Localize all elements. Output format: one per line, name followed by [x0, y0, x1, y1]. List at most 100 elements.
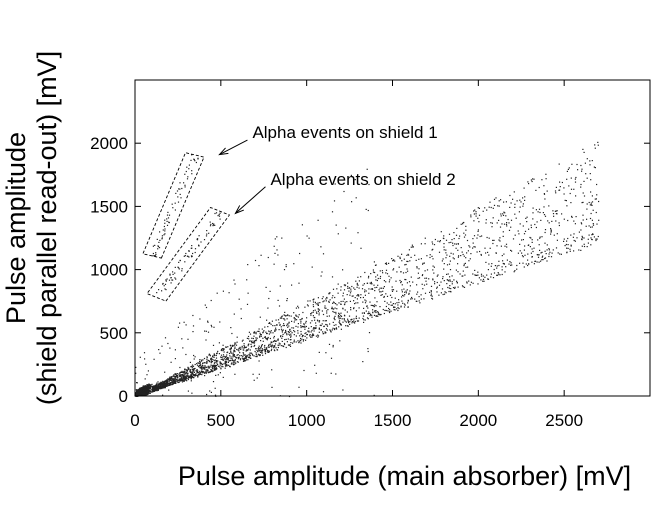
- scatter-point: [295, 314, 297, 316]
- scatter-point: [309, 334, 311, 336]
- scatter-point: [447, 273, 449, 275]
- scatter-point: [394, 306, 396, 308]
- scatter-point: [194, 363, 196, 366]
- scatter-point: [524, 254, 526, 256]
- scatter-point: [463, 265, 465, 267]
- scatter-point: [259, 354, 261, 356]
- scatter-point: [443, 246, 445, 248]
- scatter-point: [449, 279, 451, 281]
- scatter-point: [343, 289, 346, 291]
- scatter-point: [353, 300, 355, 302]
- scatter-point: [306, 317, 308, 319]
- scatter-point: [167, 379, 169, 381]
- scatter-point: [177, 379, 179, 382]
- scatter-point: [147, 384, 149, 386]
- scatter-point: [239, 358, 241, 360]
- scatter-point: [164, 380, 166, 382]
- scatter-point: [522, 203, 524, 205]
- scatter-point: [142, 389, 144, 391]
- scatter-point: [265, 348, 267, 350]
- scatter-point: [371, 314, 373, 316]
- scatter-point: [566, 205, 568, 207]
- scatter-point: [166, 383, 168, 386]
- scatter-point: [196, 374, 198, 376]
- scatter-point: [230, 352, 232, 354]
- scatter-point: [156, 385, 158, 388]
- scatter-point: [180, 380, 182, 382]
- scatter-point: [440, 281, 442, 283]
- scatter-point: [541, 259, 543, 261]
- scatter-point: [510, 202, 512, 204]
- scatter-point: [166, 380, 168, 382]
- scatter-point: [197, 365, 200, 367]
- scatter-point: [310, 313, 312, 315]
- scatter-point: [509, 194, 511, 197]
- scatter-point: [310, 314, 312, 316]
- scatter-point: [434, 238, 436, 241]
- scatter-point: [581, 237, 584, 239]
- scatter-point: [274, 325, 276, 327]
- scatter-point: [443, 263, 445, 265]
- scatter-point: [408, 292, 410, 294]
- scatter-point: [146, 386, 148, 388]
- scatter-point: [412, 281, 414, 283]
- scatter-point: [193, 377, 195, 379]
- scatter-point: [552, 213, 555, 215]
- scatter-point: [226, 357, 228, 359]
- scatter-point: [294, 318, 296, 320]
- scatter-point: [295, 307, 297, 309]
- scatter-point: [470, 216, 472, 218]
- scatter-point: [344, 320, 346, 322]
- scatter-point: [546, 244, 548, 246]
- scatter-point: [247, 349, 249, 351]
- scatter-point: [270, 323, 272, 325]
- scatter-point: [502, 260, 504, 262]
- scatter-point: [350, 288, 352, 290]
- scatter-point: [522, 205, 524, 207]
- scatter-point: [486, 274, 488, 276]
- scatter-point: [502, 214, 505, 216]
- scatter-point: [212, 355, 214, 357]
- scatter-point: [389, 309, 391, 311]
- scatter-point: [181, 376, 183, 379]
- scatter-point: [374, 271, 376, 274]
- scatter-point: [422, 262, 424, 264]
- scatter-point: [260, 334, 262, 336]
- scatter-point: [570, 177, 572, 179]
- scatter-point: [377, 284, 379, 286]
- scatter-point: [500, 245, 502, 247]
- scatter-point: [374, 304, 376, 306]
- scatter-point: [338, 302, 340, 304]
- scatter-point: [378, 289, 380, 291]
- scatter-point: [141, 392, 143, 394]
- scatter-point: [312, 310, 315, 312]
- scatter-point: [326, 296, 328, 299]
- scatter-point: [198, 362, 200, 364]
- scatter-point: [468, 260, 470, 262]
- scatter-point: [545, 173, 547, 175]
- scatter-point: [187, 372, 189, 374]
- scatter-point: [519, 199, 521, 201]
- scatter-point: [211, 365, 213, 367]
- scatter-point: [215, 368, 217, 371]
- scatter-point: [195, 373, 197, 375]
- scatter-point: [465, 257, 467, 259]
- scatter-point: [186, 369, 189, 371]
- scatter-point: [375, 276, 377, 278]
- scatter-point: [364, 302, 367, 304]
- scatter-point: [278, 329, 280, 331]
- scatter-point: [505, 215, 507, 217]
- scatter-point: [406, 289, 408, 291]
- scatter-point: [504, 212, 506, 214]
- scatter-point: [274, 345, 276, 347]
- scatter-point: [239, 359, 242, 361]
- scatter-point: [505, 201, 507, 203]
- scatter-point: [222, 358, 224, 360]
- scatter-point: [315, 322, 317, 324]
- scatter-point: [158, 383, 160, 385]
- scatter-point: [357, 294, 359, 296]
- scatter-point: [340, 315, 342, 317]
- scatter-point: [567, 237, 569, 240]
- scatter-point: [252, 354, 254, 356]
- scatter-point: [291, 327, 293, 329]
